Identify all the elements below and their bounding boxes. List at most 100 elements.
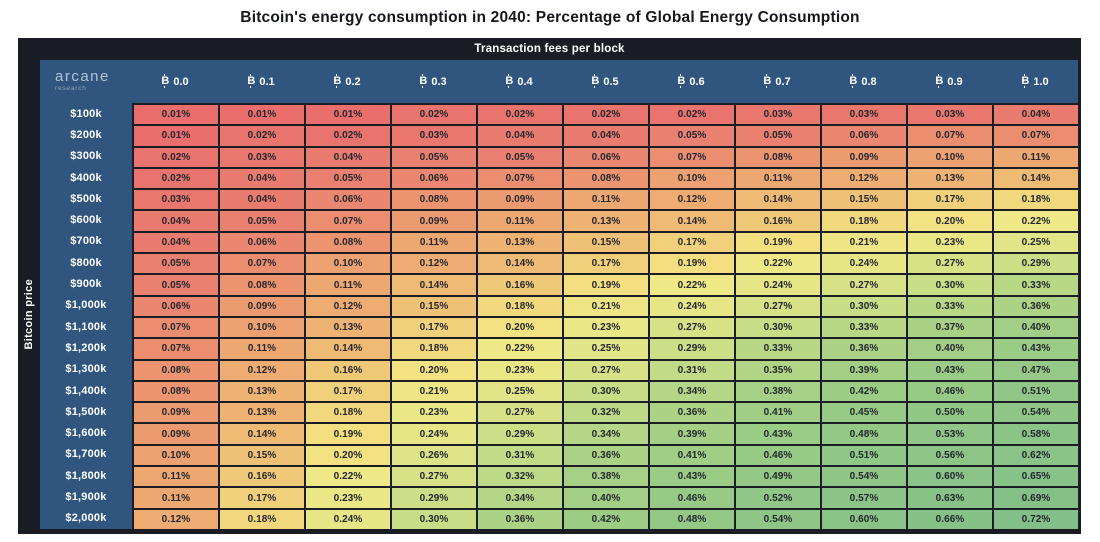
row-header: $600k [70, 214, 102, 227]
heatmap-cell: 0.27% [650, 317, 734, 338]
column-header-value: 0.9 [947, 75, 963, 88]
heatmap-cell: 0.03% [736, 105, 820, 125]
heatmap-cell: 0.24% [650, 296, 734, 316]
heatmap-cell: 0.02% [306, 126, 390, 146]
heatmap-cell: 0.11% [134, 488, 218, 508]
heatmap-cell: 0.29% [392, 488, 476, 508]
page-title: Bitcoin's energy consumption in 2040: Pe… [240, 9, 860, 26]
heatmap-cell: 0.02% [650, 105, 734, 125]
heatmap-cell: 0.48% [650, 509, 734, 529]
heatmap-cell: 0.10% [134, 445, 218, 466]
heatmap-cell: 0.09% [220, 296, 304, 316]
heatmap-cells-grid: 0.01% 0.01% 0.01% 0.02% 0.02% 0.02% 0.02% 0.03%… [132, 103, 1078, 529]
heatmap-cell: 0.12% [650, 190, 734, 210]
heatmap-cell: 0.12% [220, 360, 304, 380]
heatmap-cell: 0.32% [478, 467, 562, 487]
bitcoin-symbol-icon: B [763, 74, 772, 88]
heatmap-cell: 0.18% [220, 509, 304, 529]
heatmap-cell: 0.21% [564, 296, 648, 316]
heatmap-cell: 0.05% [478, 147, 562, 167]
row-header: $100k [70, 107, 102, 120]
heatmap-cell: 0.25% [994, 232, 1078, 253]
heatmap-cell: 0.35% [736, 360, 820, 380]
heatmap-cell: 0.43% [908, 360, 992, 380]
heatmap-cell: 0.65% [994, 467, 1078, 487]
row-header: $1,500k [65, 405, 107, 418]
column-header-value: 0.5 [603, 75, 619, 88]
heatmap-cell: 0.13% [306, 317, 390, 338]
heatmap-cell: 0.08% [134, 360, 218, 380]
heatmap-cell: 0.02% [220, 126, 304, 146]
heatmap-cell: 0.15% [392, 296, 476, 316]
heatmap-cell: 0.19% [564, 275, 648, 295]
heatmap-cell: 0.30% [392, 509, 476, 529]
row-header: $800k [70, 256, 102, 269]
heatmap-cell: 0.38% [564, 467, 648, 487]
heatmap-cell: 0.29% [650, 339, 734, 359]
bitcoin-symbol-icon: B [677, 74, 686, 88]
bitcoin-symbol-icon: B [161, 74, 170, 88]
heatmap-cell: 0.15% [220, 445, 304, 466]
bitcoin-symbol-icon: B [1021, 74, 1030, 88]
heatmap-cell: 0.21% [392, 381, 476, 402]
heatmap-cell: 0.62% [994, 445, 1078, 466]
row-header: $1,400k [65, 384, 107, 397]
heatmap-cell: 0.07% [306, 211, 390, 231]
heatmap-cell: 0.10% [220, 317, 304, 338]
data-columns: B 0.0 B 0.1 B 0.2 B 0.3 B 0.4 B 0.5 B 0.6 B 0.7 B 0.8 B 0.9… [132, 60, 1078, 529]
heatmap-cell: 0.09% [392, 211, 476, 231]
bitcoin-symbol-icon: B [505, 74, 514, 88]
heatmap-cell: 0.02% [134, 168, 218, 189]
heatmap-cell: 0.04% [134, 211, 218, 231]
heatmap-cell: 0.43% [736, 424, 820, 444]
heatmap-cell: 0.11% [392, 232, 476, 253]
heatmap-cell: 0.40% [908, 339, 992, 359]
heatmap-cell: 0.27% [908, 254, 992, 274]
heatmap-cell: 0.18% [822, 211, 906, 231]
heatmap-cell: 0.12% [134, 509, 218, 529]
heatmap-cell: 0.23% [392, 403, 476, 423]
heatmap-cell: 0.02% [564, 105, 648, 125]
row-header: $1,800k [65, 469, 107, 482]
heatmap-cell: 0.19% [650, 254, 734, 274]
heatmap-cell: 0.39% [822, 360, 906, 380]
heatmap-cell: 0.40% [994, 317, 1078, 338]
logo-brand-text: arcane [55, 68, 110, 85]
row-header: $1,700k [65, 448, 107, 461]
heatmap-cell: 0.24% [306, 509, 390, 529]
heatmap-cell: 0.41% [736, 403, 820, 423]
heatmap-cell: 0.27% [822, 275, 906, 295]
row-header: $1,100k [65, 320, 107, 333]
heatmap-cell: 0.08% [736, 147, 820, 167]
heatmap-cell: 0.04% [220, 168, 304, 189]
column-header-value: 0.8 [861, 75, 877, 88]
heatmap-cell: 0.63% [908, 488, 992, 508]
heatmap-cell: 0.11% [134, 467, 218, 487]
heatmap-cell: 0.19% [736, 232, 820, 253]
heatmap-cell: 0.30% [564, 381, 648, 402]
heatmap-cell: 0.03% [822, 105, 906, 125]
heatmap-table: Bitcoin price arcane research $100k $200k… [18, 60, 1081, 534]
column-header: B 0.5 [562, 60, 648, 103]
column-header-value: 0.7 [775, 75, 791, 88]
row-header: $300k [70, 150, 102, 163]
heatmap-cell: 0.07% [220, 254, 304, 274]
heatmap-cell: 0.18% [306, 403, 390, 423]
heatmap-cell: 0.12% [822, 168, 906, 189]
heatmap-cell: 0.11% [478, 211, 562, 231]
bitcoin-symbol-icon: B [935, 74, 944, 88]
heatmap-cell: 0.51% [994, 381, 1078, 402]
heatmap-cell: 0.05% [392, 147, 476, 167]
heatmap-cell: 0.22% [306, 467, 390, 487]
heatmap-cell: 0.54% [736, 509, 820, 529]
heatmap-cell: 0.56% [908, 445, 992, 466]
heatmap-cell: 0.05% [220, 211, 304, 231]
heatmap-cell: 0.20% [478, 317, 562, 338]
heatmap-cell: 0.60% [908, 467, 992, 487]
heatmap-cell: 0.46% [908, 381, 992, 402]
heatmap-cell: 0.36% [994, 296, 1078, 316]
heatmap-cell: 0.17% [392, 317, 476, 338]
heatmap-cell: 0.18% [478, 296, 562, 316]
heatmap-cell: 0.15% [564, 232, 648, 253]
heatmap-cell: 0.06% [392, 168, 476, 189]
